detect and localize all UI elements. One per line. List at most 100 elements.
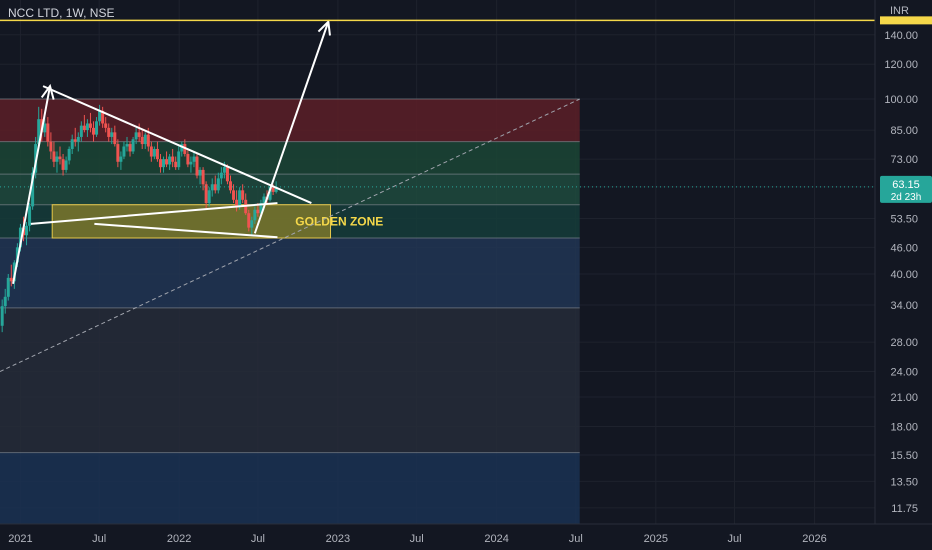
candle-body-10 <box>31 172 35 207</box>
trendline-2 <box>94 222 278 239</box>
candle-body-6 <box>18 227 22 248</box>
candle-body-5 <box>15 247 19 263</box>
trendline-0 <box>30 202 278 225</box>
candle-body-64 <box>195 156 199 176</box>
candle-body-18 <box>55 156 59 162</box>
y-tick-label: 46.00 <box>890 242 918 254</box>
candle-body-42 <box>128 144 132 152</box>
trendline-3 <box>0 98 580 372</box>
arrow-4 <box>12 85 51 284</box>
candle-body-39 <box>119 156 123 162</box>
candle-body-26 <box>79 125 83 137</box>
candle-body-21 <box>64 160 68 170</box>
candle-body-83 <box>253 209 257 221</box>
candle-body-14 <box>43 123 47 133</box>
last-price-value: 63.15 <box>892 179 920 191</box>
y-tick-label: 24.00 <box>890 367 918 379</box>
x-tick-label: 2024 <box>484 533 508 545</box>
y-tick-label: 53.50 <box>890 213 918 225</box>
arrow-head-5 <box>317 19 331 36</box>
candle-body-58 <box>177 151 181 168</box>
candle-body-77 <box>235 199 239 207</box>
candle-body-41 <box>125 144 129 147</box>
candle-body-1 <box>3 296 7 307</box>
arrow-5 <box>253 21 330 234</box>
candle-body-25 <box>76 136 80 142</box>
candle-body-52 <box>158 159 162 168</box>
y-tick-label: 13.50 <box>890 476 918 488</box>
target-price-tag <box>880 16 932 25</box>
candle-body-86 <box>262 196 266 204</box>
time-axis-bg <box>0 524 932 550</box>
zone-2 <box>0 174 580 205</box>
candle-body-63 <box>192 156 196 162</box>
candle-body-30 <box>92 127 96 135</box>
candle-body-45 <box>137 132 141 137</box>
candle-body-54 <box>165 159 169 165</box>
y-tick-label: 18.00 <box>890 421 918 433</box>
y-tick-label: 15.50 <box>890 450 918 462</box>
candle-body-12 <box>37 119 41 145</box>
candle-body-66 <box>201 169 205 185</box>
arrow-head-4 <box>40 83 55 100</box>
candle-body-9 <box>28 206 32 226</box>
candle-body-17 <box>52 151 56 162</box>
candle-body-22 <box>67 148 71 161</box>
price-axis-bg <box>875 0 932 550</box>
y-tick-label: 120.00 <box>884 59 918 71</box>
candle-body-2 <box>6 277 10 297</box>
candle-body-74 <box>225 167 229 182</box>
candle-body-68 <box>207 190 211 204</box>
candle-body-32 <box>98 110 102 122</box>
trendline-1 <box>42 85 312 204</box>
currency-label: INR <box>890 5 909 17</box>
candle-body-15 <box>46 123 50 142</box>
candle-body-33 <box>101 110 105 124</box>
x-tick-label: Jul <box>727 533 741 545</box>
candle-body-50 <box>152 148 156 157</box>
candle-body-47 <box>143 134 147 145</box>
candle-body-28 <box>85 123 89 131</box>
y-tick-label: 34.00 <box>890 300 918 312</box>
candle-body-31 <box>95 121 99 135</box>
candle-body-57 <box>174 161 178 168</box>
candle-body-65 <box>198 169 202 176</box>
candle-body-85 <box>259 203 263 214</box>
candle-body-62 <box>189 161 193 165</box>
candle-body-44 <box>134 132 138 140</box>
candle-body-43 <box>131 139 135 152</box>
candle-body-34 <box>104 123 108 128</box>
candle-body-16 <box>49 141 53 152</box>
candle-body-76 <box>232 190 236 200</box>
candle-body-79 <box>241 190 245 200</box>
candle-body-46 <box>140 136 144 145</box>
zone-4 <box>0 238 580 308</box>
candle-body-20 <box>61 159 65 170</box>
candle-body-24 <box>73 139 77 142</box>
y-tick-label: 21.00 <box>890 392 918 404</box>
x-tick-label: Jul <box>569 533 583 545</box>
candle-body-81 <box>247 213 251 228</box>
x-tick-label: Jul <box>251 533 265 545</box>
y-tick-label: 40.00 <box>890 269 918 281</box>
candle-body-8 <box>25 225 29 236</box>
x-tick-label: 2021 <box>8 533 32 545</box>
candle-body-35 <box>107 127 111 137</box>
candle-body-29 <box>88 123 92 128</box>
candle-body-73 <box>222 167 226 173</box>
x-tick-label: 2025 <box>644 533 668 545</box>
zone-6 <box>0 452 580 524</box>
candle-body-75 <box>228 181 232 191</box>
candle-body-72 <box>219 172 223 179</box>
candle-body-27 <box>82 125 86 131</box>
candle-body-90 <box>274 186 278 192</box>
x-tick-label: 2023 <box>326 533 350 545</box>
symbol-title: NCC LTD, 1W, NSE <box>8 6 115 20</box>
x-tick-label: Jul <box>92 533 106 545</box>
candle-body-55 <box>168 156 172 165</box>
candle-body-70 <box>213 184 217 191</box>
candle-body-48 <box>146 134 150 147</box>
candle-body-37 <box>113 132 117 145</box>
y-tick-label: 100.00 <box>884 94 918 106</box>
